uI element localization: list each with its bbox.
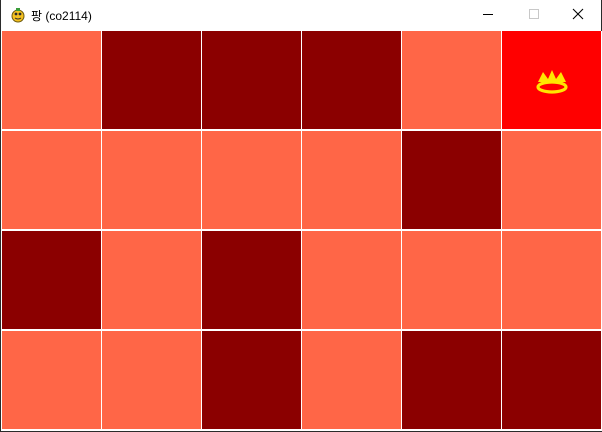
board-tile-r2-c5[interactable] <box>502 231 601 329</box>
board-tile-r2-c2[interactable] <box>202 231 301 329</box>
board-tile-r3-c4[interactable] <box>402 331 501 429</box>
close-button[interactable] <box>555 0 601 31</box>
board-tile-r0-c1[interactable] <box>102 31 201 129</box>
crown-icon <box>535 69 569 95</box>
board-tile-r0-c5[interactable] <box>502 31 601 129</box>
board-tile-r3-c0[interactable] <box>2 331 101 429</box>
board-tile-r3-c1[interactable] <box>102 331 201 429</box>
board-tile-r1-c2[interactable] <box>202 131 301 229</box>
board-tile-r3-c5[interactable] <box>502 331 601 429</box>
board-tile-r0-c0[interactable] <box>2 31 101 129</box>
board-tile-r2-c3[interactable] <box>302 231 401 329</box>
pygame-snake-icon <box>10 7 26 23</box>
title-bar[interactable]: 팡 (co2114) <box>1 0 601 31</box>
maximize-icon <box>528 7 540 25</box>
maximize-button[interactable] <box>511 0 557 31</box>
board-tile-r2-c1[interactable] <box>102 231 201 329</box>
game-board[interactable] <box>2 31 602 431</box>
close-icon <box>572 7 584 25</box>
minimize-icon <box>482 7 494 25</box>
window-title: 팡 (co2114) <box>31 9 92 23</box>
board-tile-r1-c4[interactable] <box>402 131 501 229</box>
board-tile-r1-c3[interactable] <box>302 131 401 229</box>
board-tile-r0-c2[interactable] <box>202 31 301 129</box>
board-tile-r1-c5[interactable] <box>502 131 601 229</box>
board-tile-r2-c4[interactable] <box>402 231 501 329</box>
board-tile-r0-c4[interactable] <box>402 31 501 129</box>
board-tile-r2-c0[interactable] <box>2 231 101 329</box>
board-tile-r1-c0[interactable] <box>2 131 101 229</box>
board-tile-r3-c2[interactable] <box>202 331 301 429</box>
minimize-button[interactable] <box>465 0 511 31</box>
board-tile-r3-c3[interactable] <box>302 331 401 429</box>
board-tile-r0-c3[interactable] <box>302 31 401 129</box>
board-tile-r1-c1[interactable] <box>102 131 201 229</box>
